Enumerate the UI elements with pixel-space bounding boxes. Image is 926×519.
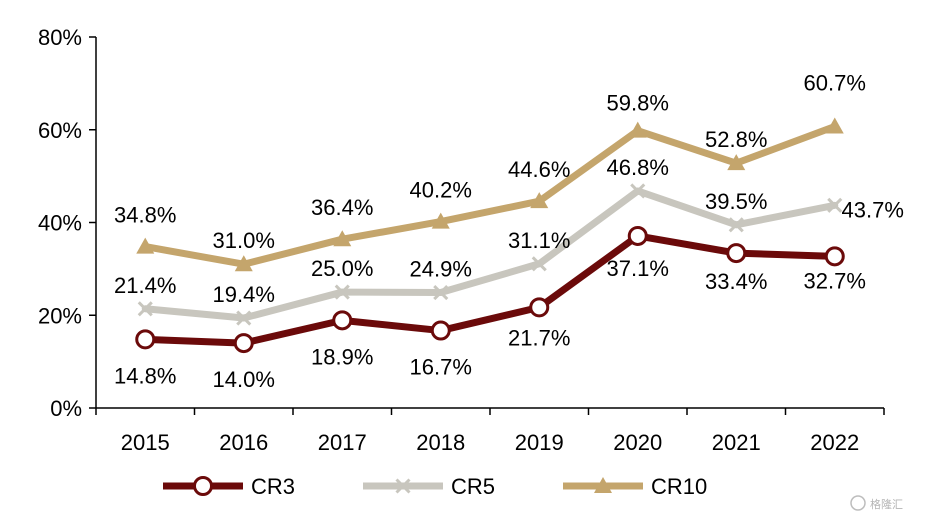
data-label-cr5: 31.1%	[508, 228, 570, 253]
data-label-cr5: 25.0%	[311, 256, 373, 281]
data-point-cr10	[727, 154, 746, 171]
data-label-cr10: 60.7%	[804, 71, 866, 96]
data-label-cr3: 21.7%	[508, 325, 570, 350]
x-tick-label: 2019	[515, 430, 564, 455]
x-marker-stroke	[137, 301, 153, 317]
x-marker-stroke	[236, 310, 252, 326]
x-marker-stroke	[827, 197, 843, 213]
data-label-cr10: 52.8%	[705, 127, 767, 152]
series-line-cr5	[141, 187, 839, 322]
legend-label: CR10	[651, 474, 707, 499]
data-point-cr10	[333, 230, 352, 247]
data-point-cr10	[825, 117, 844, 134]
data-label-cr3: 14.0%	[213, 367, 275, 392]
data-label-cr5: 21.4%	[114, 273, 176, 298]
data-point-cr10	[136, 237, 155, 254]
series-lines	[141, 123, 839, 347]
data-point-cr5	[531, 256, 547, 272]
x-tick-label: 2020	[613, 430, 662, 455]
data-label-cr5: 46.8%	[607, 155, 669, 180]
legend-marker	[594, 477, 612, 493]
data-point-cr3	[135, 329, 156, 350]
legend: CR3 CR5 CR10	[163, 474, 707, 499]
series-markers	[135, 117, 845, 354]
data-label-cr10: 36.4%	[311, 195, 373, 220]
data-point-cr10	[628, 121, 647, 138]
data-labels: 14.8% 14.0% 18.9% 16.7% 21.7% 37.1% 33.4% 32.7%…	[114, 71, 904, 393]
data-point-cr5	[728, 217, 744, 233]
data-point-cr5	[433, 284, 449, 301]
data-label-cr3: 37.1%	[607, 256, 669, 281]
data-label-cr10: 31.0%	[213, 228, 275, 253]
data-label-cr3: 14.8%	[114, 363, 176, 388]
data-label-cr5: 43.7%	[842, 197, 904, 222]
data-label-cr10: 44.6%	[508, 157, 570, 182]
axes: 0% 20% 40% 60% 80% 2015 2016 2017 2018 2019 2020 20…	[38, 25, 885, 455]
data-label-cr3: 16.7%	[410, 355, 472, 380]
data-point-cr5	[137, 301, 153, 317]
y-tick-label: 0%	[50, 396, 82, 421]
data-point-cr5	[630, 183, 646, 199]
data-point-cr10	[431, 212, 450, 229]
y-tick-label: 80%	[38, 25, 82, 50]
series-line-cr10	[141, 123, 839, 268]
legend-item-cr5: CR5	[363, 474, 495, 499]
y-tick-label: 60%	[38, 118, 82, 143]
data-label-cr3: 18.9%	[311, 344, 373, 369]
data-point-cr3	[430, 320, 451, 341]
legend-label: CR3	[251, 474, 295, 499]
data-label-cr3: 33.4%	[705, 269, 767, 294]
x-tick-label: 2017	[318, 430, 367, 455]
x-marker-stroke	[433, 284, 449, 301]
x-tick-label: 2021	[712, 430, 761, 455]
data-label-cr10: 40.2%	[410, 178, 472, 203]
data-label-cr3: 32.7%	[804, 268, 866, 293]
data-label-cr5: 19.4%	[213, 282, 275, 307]
data-point-cr3	[233, 333, 254, 354]
data-label-cr10: 59.8%	[607, 91, 669, 116]
x-marker-stroke	[334, 284, 350, 300]
legend-item-cr3: CR3	[163, 474, 295, 499]
x-tick-label: 2015	[121, 430, 170, 455]
data-point-cr3	[627, 225, 648, 246]
data-point-cr5	[827, 197, 843, 213]
watermark: 格隆汇	[850, 495, 903, 511]
legend-marker	[395, 478, 411, 494]
legend-item-cr10: CR10	[563, 474, 707, 499]
data-point-cr5	[334, 284, 350, 300]
data-label-cr10: 34.8%	[114, 203, 176, 228]
x-marker-stroke	[630, 183, 646, 199]
data-point-cr3	[332, 310, 353, 331]
x-tick-label: 2018	[416, 430, 465, 455]
data-point-cr3	[529, 297, 550, 318]
legend-marker	[193, 476, 213, 496]
data-label-cr5: 24.9%	[410, 257, 472, 282]
legend-label: CR5	[451, 474, 495, 499]
y-tick-label: 20%	[38, 303, 82, 328]
data-point-cr10	[234, 255, 253, 272]
x-tick-label: 2016	[219, 430, 268, 455]
data-point-cr5	[236, 310, 252, 326]
data-point-cr3	[726, 243, 747, 264]
data-point-cr10	[530, 192, 549, 209]
watermark-text: 格隆汇	[870, 497, 903, 511]
x-tick-label: 2022	[810, 430, 859, 455]
x-marker-stroke	[531, 256, 547, 272]
data-point-cr3	[824, 246, 845, 267]
x-marker-stroke	[728, 217, 744, 233]
data-label-cr5: 39.5%	[705, 189, 767, 214]
y-tick-label: 40%	[38, 211, 82, 236]
series-line-cr3	[141, 232, 839, 347]
